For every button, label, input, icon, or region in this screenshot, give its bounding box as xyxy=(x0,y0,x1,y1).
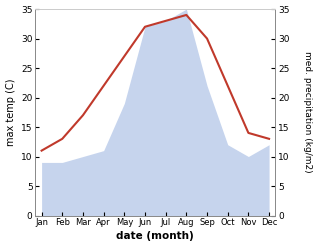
Y-axis label: max temp (C): max temp (C) xyxy=(5,79,16,146)
Y-axis label: med. precipitation (kg/m2): med. precipitation (kg/m2) xyxy=(303,51,313,173)
X-axis label: date (month): date (month) xyxy=(116,231,194,242)
